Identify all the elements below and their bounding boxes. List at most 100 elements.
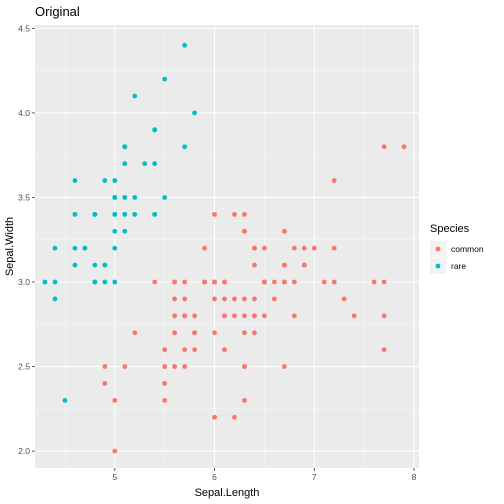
x-tick-label: 5 bbox=[112, 472, 117, 482]
y-tick-label: 2.5 bbox=[18, 362, 30, 372]
data-point-common bbox=[321, 279, 327, 285]
data-point-common bbox=[232, 313, 237, 319]
data-point-rare bbox=[182, 144, 188, 150]
data-point-common bbox=[122, 364, 128, 369]
data-point-common bbox=[162, 364, 168, 369]
x-axis-title: Sepal.Length bbox=[195, 487, 260, 499]
data-point-common bbox=[381, 279, 387, 285]
data-point-rare bbox=[102, 178, 108, 183]
data-point-common bbox=[202, 245, 207, 251]
data-point-common bbox=[371, 279, 377, 285]
data-point-common bbox=[222, 313, 227, 319]
data-point-common bbox=[242, 211, 247, 217]
data-point-rare bbox=[122, 161, 128, 167]
data-point-common bbox=[242, 228, 247, 234]
data-point-rare bbox=[122, 228, 128, 234]
data-point-common bbox=[242, 330, 247, 336]
data-point-common bbox=[232, 296, 237, 302]
data-point-common bbox=[212, 279, 217, 285]
data-point-common bbox=[202, 279, 207, 285]
y-tick-label: 4.0 bbox=[18, 108, 30, 118]
data-point-common bbox=[172, 313, 178, 319]
data-point-rare bbox=[152, 161, 158, 167]
data-point-rare bbox=[82, 245, 88, 251]
data-point-common bbox=[381, 347, 387, 353]
data-point-common bbox=[291, 245, 297, 251]
data-point-common bbox=[281, 364, 287, 369]
chart-title: Original bbox=[35, 4, 80, 19]
legend-label-common: common bbox=[451, 244, 484, 254]
data-point-common bbox=[182, 313, 188, 319]
data-point-rare bbox=[112, 279, 118, 285]
x-tick-label: 7 bbox=[312, 472, 317, 482]
data-point-common bbox=[172, 330, 178, 336]
data-point-rare bbox=[72, 178, 78, 183]
data-point-rare bbox=[112, 195, 118, 200]
data-point-common bbox=[162, 347, 168, 353]
data-point-rare bbox=[152, 127, 158, 133]
legend-title: Species bbox=[430, 223, 470, 235]
data-point-rare bbox=[152, 211, 158, 217]
data-point-common bbox=[162, 381, 168, 386]
data-point-rare bbox=[72, 245, 78, 251]
data-point-common bbox=[192, 313, 197, 319]
data-point-common bbox=[331, 178, 337, 183]
data-point-common bbox=[212, 414, 217, 420]
data-point-common bbox=[172, 296, 178, 302]
data-point-common bbox=[291, 313, 297, 319]
data-point-common bbox=[232, 211, 237, 217]
x-axis-ticks: 5 6 7 8 bbox=[112, 468, 417, 482]
data-point-rare bbox=[92, 262, 98, 268]
data-point-common bbox=[242, 296, 247, 302]
data-point-common bbox=[331, 245, 337, 251]
data-point-common bbox=[301, 262, 307, 268]
y-tick-label: 4.5 bbox=[18, 23, 30, 33]
data-point-rare bbox=[62, 397, 68, 403]
data-point-rare bbox=[72, 211, 78, 217]
data-point-common bbox=[222, 296, 227, 302]
x-tick-label: 8 bbox=[412, 472, 417, 482]
data-point-common bbox=[351, 313, 357, 319]
data-point-common bbox=[182, 279, 188, 285]
data-point-common bbox=[262, 245, 267, 251]
data-point-common bbox=[242, 397, 247, 403]
data-point-common bbox=[301, 245, 307, 251]
data-point-common bbox=[262, 313, 267, 319]
data-point-common bbox=[182, 347, 188, 353]
data-point-common bbox=[112, 397, 118, 403]
data-point-rare bbox=[162, 195, 168, 200]
data-points bbox=[42, 42, 407, 454]
data-point-common bbox=[281, 262, 287, 268]
data-point-rare bbox=[52, 245, 58, 251]
x-tick-label: 6 bbox=[212, 472, 217, 482]
data-point-rare bbox=[122, 211, 128, 217]
data-point-common bbox=[281, 228, 287, 234]
data-point-common bbox=[102, 364, 108, 369]
data-point-common bbox=[222, 347, 227, 353]
data-point-rare bbox=[132, 211, 138, 217]
data-point-rare bbox=[132, 93, 138, 99]
data-point-rare bbox=[72, 262, 78, 268]
plot-panel bbox=[35, 25, 419, 468]
data-point-common bbox=[252, 330, 257, 336]
data-point-common bbox=[182, 296, 188, 302]
data-point-rare bbox=[112, 228, 118, 234]
data-point-common bbox=[212, 296, 217, 302]
data-point-common bbox=[252, 296, 257, 302]
legend-label-rare: rare bbox=[451, 261, 466, 271]
data-point-common bbox=[381, 313, 387, 319]
data-point-common bbox=[311, 245, 317, 251]
data-point-common bbox=[212, 330, 217, 336]
data-point-common bbox=[222, 279, 227, 285]
legend-marker-rare bbox=[435, 263, 441, 269]
data-point-common bbox=[102, 381, 108, 386]
data-point-common bbox=[252, 245, 257, 251]
data-point-common bbox=[112, 448, 118, 454]
data-point-rare bbox=[92, 211, 98, 217]
data-point-common bbox=[291, 279, 297, 285]
data-point-rare bbox=[112, 245, 118, 251]
data-point-common bbox=[212, 211, 217, 217]
data-point-rare bbox=[92, 279, 98, 285]
data-point-common bbox=[182, 364, 188, 369]
y-tick-label: 3.5 bbox=[18, 192, 30, 202]
